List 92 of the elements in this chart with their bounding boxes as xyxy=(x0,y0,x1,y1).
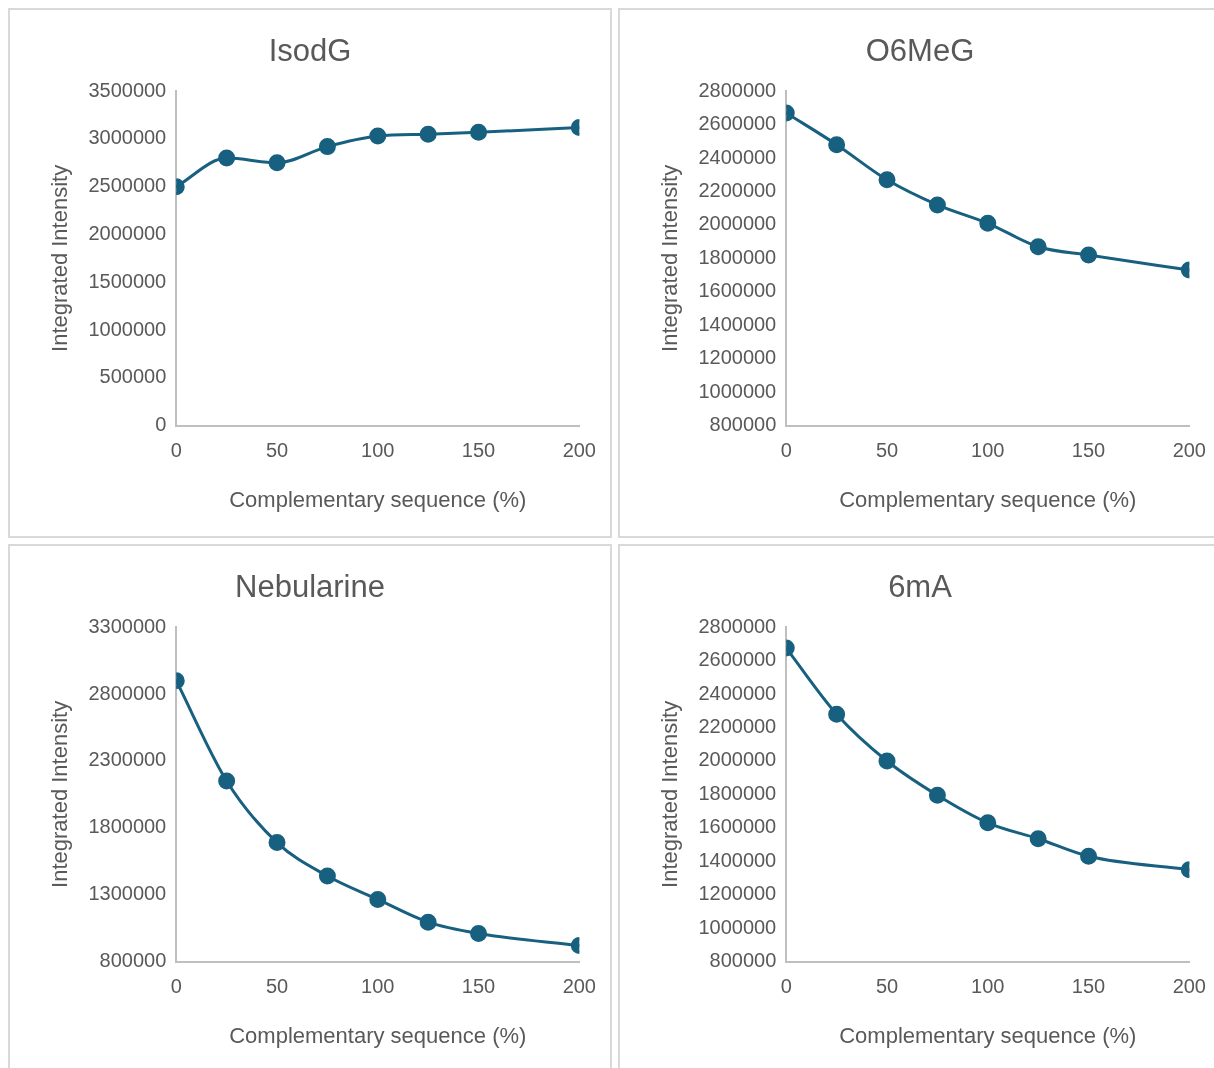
x-tick-label: 200 xyxy=(1172,439,1206,462)
y-tick-label: 0 xyxy=(155,413,167,436)
x-tick-label: 50 xyxy=(875,439,899,462)
y-tick-label: 1800000 xyxy=(698,245,777,268)
y-tick-label: 3500000 xyxy=(88,78,167,101)
x-tick-label: 0 xyxy=(170,975,182,998)
y-tick-label: 2000000 xyxy=(698,748,777,771)
y-tick-label: 2400000 xyxy=(698,681,777,704)
y-tick-label: 800000 xyxy=(709,949,777,972)
point xyxy=(1080,246,1098,264)
x-tick-label: 150 xyxy=(1071,975,1106,998)
y-axis-title: Integrated Intensity xyxy=(47,164,73,352)
y-tick-label: 1000000 xyxy=(698,915,777,938)
point xyxy=(928,196,946,214)
y-tick-label: 1200000 xyxy=(698,882,777,905)
y-tick-label: 1800000 xyxy=(698,781,777,804)
y-tick-label: 2300000 xyxy=(88,748,167,771)
x-tick-label: 150 xyxy=(461,975,496,998)
y-tick-label: 1000000 xyxy=(88,317,167,340)
x-tick-label: 0 xyxy=(170,439,182,462)
y-tick-label: 1200000 xyxy=(698,346,777,369)
y-tick-label: 1500000 xyxy=(88,269,167,292)
point xyxy=(470,925,488,943)
chart-title: 6mA xyxy=(888,569,953,605)
y-tick-label: 1000000 xyxy=(698,379,777,402)
x-tick-label: 100 xyxy=(971,439,1005,462)
point xyxy=(1029,830,1047,848)
y-axis-title: Integrated Intensity xyxy=(657,164,683,352)
y-axis-title: Integrated Intensity xyxy=(47,700,73,888)
point xyxy=(369,890,387,908)
chart-title: Nebularine xyxy=(235,569,385,605)
point xyxy=(1029,238,1047,256)
x-tick-label: 0 xyxy=(780,975,792,998)
x-tick-label: 50 xyxy=(875,975,899,998)
y-tick-label: 2500000 xyxy=(88,174,167,197)
x-tick-label: 150 xyxy=(461,439,496,462)
point xyxy=(878,171,896,189)
y-tick-label: 1400000 xyxy=(698,312,777,335)
point xyxy=(1080,847,1098,865)
x-axis-title: Complementary sequence (%) xyxy=(839,1022,1137,1048)
y-tick-label: 1300000 xyxy=(88,882,167,905)
y-tick-label: 2400000 xyxy=(698,145,777,168)
point xyxy=(218,772,236,790)
x-tick-label: 50 xyxy=(265,975,289,998)
point xyxy=(369,127,387,145)
point xyxy=(268,834,286,852)
y-axis-title: Integrated Intensity xyxy=(657,700,683,888)
chart-title: O6MeG xyxy=(865,33,975,69)
y-tick-label: 2200000 xyxy=(698,715,777,738)
y-tick-label: 1800000 xyxy=(88,815,167,838)
y-tick-label: 2600000 xyxy=(698,112,777,135)
y-tick-label: 2000000 xyxy=(88,222,167,245)
y-tick-label: 1600000 xyxy=(698,279,777,302)
point xyxy=(878,752,896,770)
y-tick-label: 2000000 xyxy=(698,212,777,235)
x-tick-label: 0 xyxy=(780,439,792,462)
x-tick-label: 150 xyxy=(1071,439,1106,462)
x-tick-label: 200 xyxy=(1172,975,1206,998)
point xyxy=(218,149,236,167)
x-axis-title: Complementary sequence (%) xyxy=(229,1022,527,1048)
y-tick-label: 2800000 xyxy=(698,614,777,637)
point xyxy=(318,867,336,885)
y-tick-label: 2800000 xyxy=(698,78,777,101)
point xyxy=(979,814,997,832)
y-tick-label: 2800000 xyxy=(88,681,167,704)
y-tick-label: 500000 xyxy=(99,365,167,388)
point xyxy=(470,123,488,141)
x-tick-label: 100 xyxy=(361,439,395,462)
x-tick-label: 100 xyxy=(971,975,1005,998)
point xyxy=(419,913,437,931)
y-tick-label: 3300000 xyxy=(88,614,167,637)
x-tick-label: 200 xyxy=(562,439,596,462)
y-tick-label: 1400000 xyxy=(698,848,777,871)
x-axis-title: Complementary sequence (%) xyxy=(839,486,1137,512)
point xyxy=(318,138,336,156)
y-tick-label: 2600000 xyxy=(698,648,777,671)
point xyxy=(928,786,946,804)
point xyxy=(979,214,997,232)
y-tick-label: 800000 xyxy=(709,413,777,436)
point xyxy=(419,125,437,143)
x-tick-label: 200 xyxy=(562,975,596,998)
x-tick-label: 100 xyxy=(361,975,395,998)
point xyxy=(828,705,846,723)
y-tick-label: 3000000 xyxy=(88,126,167,149)
x-axis-title: Complementary sequence (%) xyxy=(229,486,527,512)
y-tick-label: 800000 xyxy=(99,949,167,972)
point xyxy=(268,154,286,172)
y-tick-label: 2200000 xyxy=(698,179,777,202)
chart-title: IsodG xyxy=(268,33,352,69)
x-tick-label: 50 xyxy=(265,439,289,462)
y-tick-label: 1600000 xyxy=(698,815,777,838)
point xyxy=(828,136,846,154)
